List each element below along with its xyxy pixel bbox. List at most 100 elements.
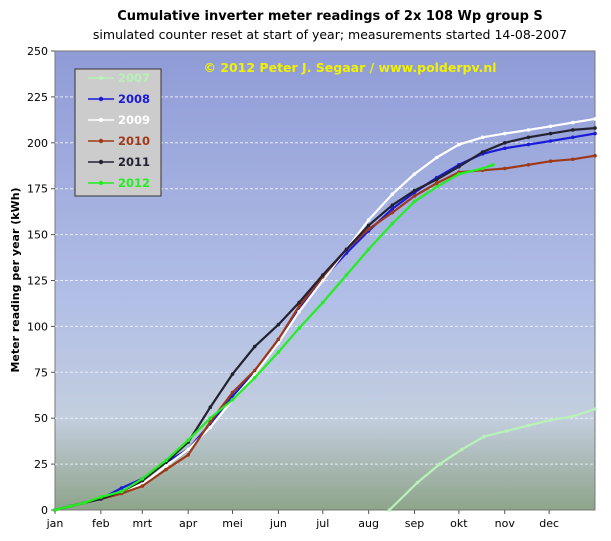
data-point-2012	[457, 172, 461, 176]
data-point-2012	[53, 508, 57, 512]
data-point-2011	[276, 322, 281, 327]
data-point-2009	[390, 192, 395, 196]
data-point-2012	[82, 500, 87, 505]
series-line-2012	[54, 163, 494, 512]
data-point-2009	[526, 128, 531, 132]
series-lines	[53, 117, 597, 512]
data-point-2009	[297, 309, 301, 314]
data-point-2011	[208, 405, 213, 410]
data-point-2010	[297, 304, 301, 309]
data-point-2007	[482, 434, 486, 439]
data-point-2011	[366, 223, 371, 228]
data-point-2011	[593, 126, 597, 130]
x-tick-label: sep	[405, 517, 424, 530]
chart-title: Cumulative inverter meter readings of 2x…	[117, 9, 543, 24]
data-point-2011	[297, 300, 301, 305]
legend-label: 2008	[118, 92, 150, 106]
legend-label: 2009	[118, 113, 150, 127]
data-point-2007	[526, 423, 531, 428]
data-point-2012	[480, 166, 485, 171]
x-tick-label: okt	[450, 517, 468, 530]
data-point-2012	[68, 504, 72, 509]
data-point-2007	[504, 429, 509, 433]
data-point-2009	[480, 135, 485, 140]
y-tick-label: 125	[27, 275, 48, 288]
y-tick-label: 75	[34, 366, 48, 379]
legend-item-2011: 2011	[88, 155, 150, 169]
series-line-2010	[54, 154, 596, 512]
data-point-2012	[390, 221, 395, 226]
data-point-2009	[252, 372, 257, 376]
legend-box	[74, 68, 162, 197]
copyright-watermark: © 2012 Peter J. Segaar / www.polderpv.nl	[203, 60, 496, 75]
y-tick-label: 50	[34, 412, 48, 425]
data-point-2010	[434, 181, 439, 185]
y-tick-label: 0	[41, 504, 48, 517]
data-point-2011	[252, 344, 257, 349]
legend-label: 2012	[118, 176, 150, 190]
data-point-2010	[412, 194, 417, 198]
data-point-2011	[480, 150, 485, 154]
data-point-2010	[593, 153, 597, 158]
data-point-2011	[526, 135, 531, 140]
data-point-2011	[390, 203, 395, 207]
data-point-2009	[186, 447, 190, 452]
data-point-2012	[297, 326, 301, 331]
x-tick-label: jan	[46, 517, 64, 530]
data-point-2010	[366, 227, 371, 231]
x-tick-label: feb	[92, 517, 110, 530]
data-point-2011	[344, 247, 349, 252]
data-point-2009	[208, 425, 213, 430]
data-point-2011	[412, 188, 417, 193]
data-point-2009	[571, 120, 575, 125]
data-point-2011	[230, 372, 235, 376]
data-point-2008	[548, 139, 553, 143]
data-point-2011	[321, 273, 325, 277]
data-point-2010	[571, 157, 575, 162]
data-point-2010	[526, 163, 531, 167]
data-point-2010	[208, 420, 213, 424]
y-tick-label: 25	[34, 458, 48, 471]
series-2012	[53, 163, 495, 512]
legend-item-2010: 2010	[88, 134, 150, 148]
data-point-2010	[548, 159, 553, 163]
x-axis-ticks: jan feb mrt apr mei jun jul aug sep okt nov dec	[46, 510, 559, 530]
legend-item-2012: 2012	[88, 176, 150, 190]
data-point-2012	[276, 350, 281, 354]
legend-item-2007: 2007	[88, 71, 150, 85]
data-point-2007	[593, 407, 597, 411]
data-point-2009	[503, 131, 507, 136]
x-tick-label: nov	[495, 517, 516, 530]
legend-marker	[98, 96, 104, 102]
data-point-2007	[387, 508, 392, 512]
data-point-2007	[548, 418, 553, 422]
data-point-2010	[140, 484, 145, 488]
legend-item-2008: 2008	[88, 92, 150, 106]
chart-subtitle: simulated counter reset at start of year…	[93, 27, 567, 42]
legend-marker	[98, 180, 104, 186]
data-point-2007	[571, 414, 575, 419]
y-tick-label: 100	[27, 320, 48, 333]
x-tick-label: mrt	[133, 517, 153, 530]
legend-item-2009: 2009	[88, 113, 150, 127]
data-point-2010	[230, 390, 235, 395]
data-point-2012	[344, 273, 349, 277]
data-point-2012	[99, 495, 103, 499]
legend-marker	[98, 75, 104, 81]
data-point-2008	[526, 142, 531, 147]
y-axis-label: Meter reading per year (kWh)	[9, 187, 22, 372]
data-point-2008	[119, 486, 124, 490]
y-axis-ticks: 0 25 50 75 100 125 150 175 200 225 250	[27, 45, 55, 517]
data-point-2009	[593, 117, 597, 121]
data-point-2009	[434, 155, 439, 160]
data-point-2007	[415, 480, 420, 485]
x-tick-label: dec	[539, 517, 559, 530]
data-point-2012	[140, 477, 145, 481]
data-point-2012	[366, 247, 371, 252]
data-point-2012	[321, 300, 325, 305]
legend-marker	[98, 138, 104, 144]
series-2007	[387, 407, 597, 512]
legend-label: 2011	[118, 155, 150, 169]
data-point-2010	[503, 166, 507, 171]
